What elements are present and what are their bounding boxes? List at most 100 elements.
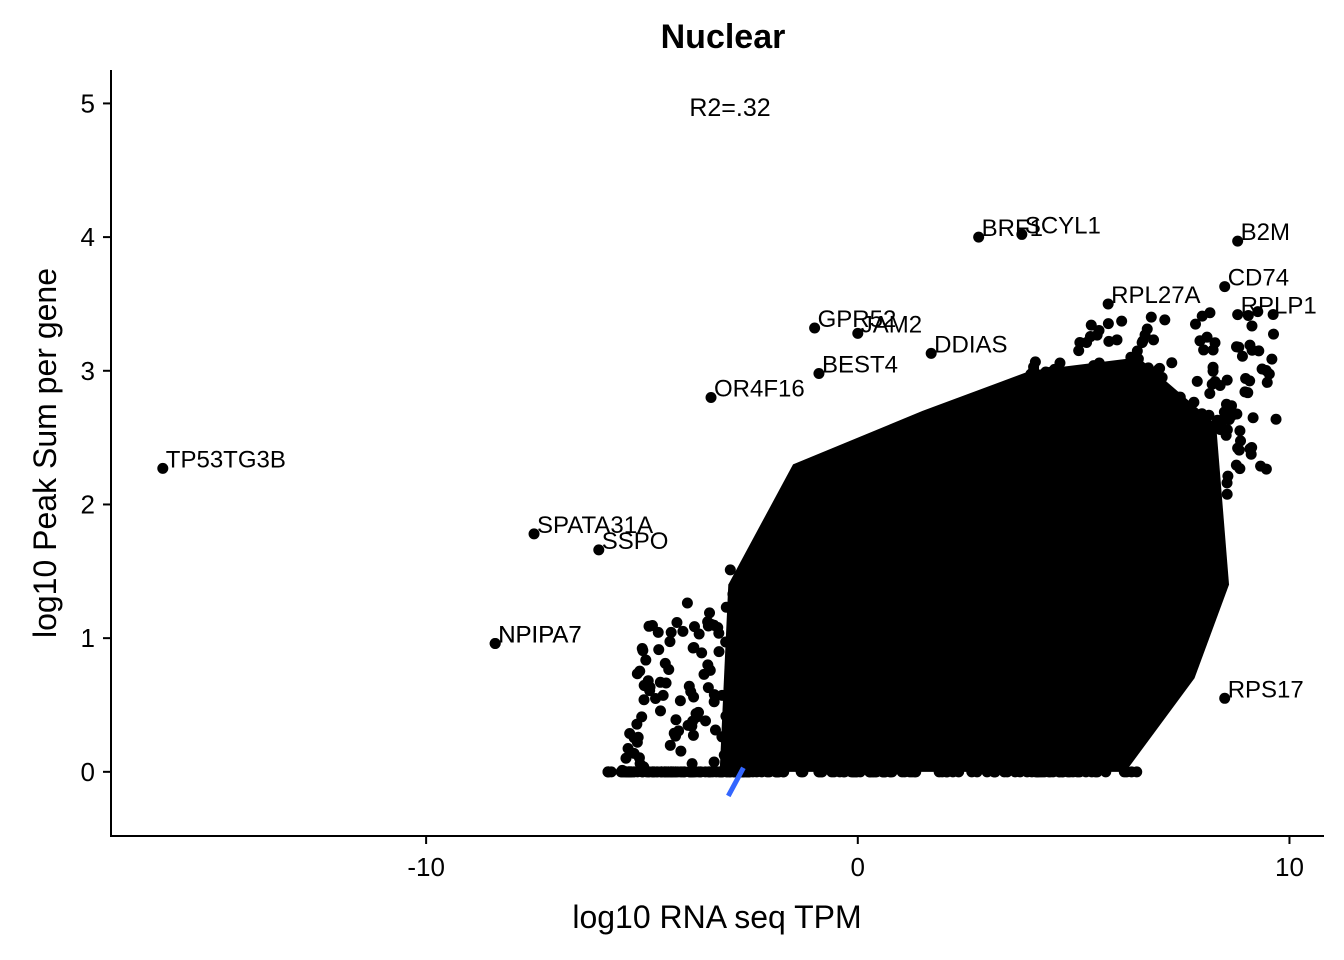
y-tick-label: 0 [81, 757, 95, 787]
data-point [1166, 357, 1178, 369]
data-point [1240, 373, 1252, 385]
data-point [657, 689, 669, 701]
data-point [708, 756, 720, 768]
data-point [713, 627, 725, 639]
point-label: TP53TG3B [166, 446, 286, 473]
data-point [665, 626, 677, 638]
data-point [1201, 331, 1213, 343]
labeled-point [1016, 228, 1028, 240]
data-point [1159, 314, 1171, 326]
data-point [1261, 376, 1273, 388]
data-point [1196, 310, 1208, 322]
data-point [1191, 375, 1203, 387]
data-point [1244, 339, 1256, 351]
data-point [1148, 334, 1160, 346]
data-point [1189, 318, 1201, 330]
data-point [1263, 368, 1275, 380]
data-point [1245, 448, 1257, 460]
data-point [1231, 341, 1243, 353]
labeled-point [489, 637, 501, 649]
labeled-point [705, 392, 717, 404]
data-point [713, 646, 725, 658]
data-point [687, 729, 699, 741]
data-point [1267, 309, 1279, 321]
point-label: SSPO [602, 528, 669, 555]
data-point [681, 597, 693, 609]
data-point [1141, 323, 1153, 335]
data-point [724, 564, 736, 576]
data-point [1235, 435, 1247, 447]
x-tick-label: 10 [1275, 852, 1304, 882]
labeled-point [813, 367, 825, 379]
data-point [1226, 409, 1238, 421]
data-point [636, 711, 648, 723]
fit-line-layer [726, 766, 746, 798]
data-point [1198, 344, 1210, 356]
data-point [686, 766, 698, 778]
point-labels-layer: TP53TG3BNPIPA7SPATA31ASSPOOR4F16GPR52JAM… [157, 212, 1317, 704]
dense-point-cloud [719, 357, 1230, 772]
data-point [688, 621, 700, 633]
data-point [1207, 361, 1219, 373]
data-point [615, 766, 627, 778]
data-point [1085, 319, 1097, 331]
data-point [671, 617, 683, 629]
data-point [699, 715, 711, 727]
data-point [1102, 318, 1114, 330]
data-point [651, 766, 663, 778]
data-point [636, 642, 648, 654]
point-label: CD74 [1228, 265, 1289, 292]
data-point [687, 642, 699, 654]
point-label: OR4F16 [714, 376, 805, 403]
data-point [620, 752, 632, 764]
data-point [704, 607, 716, 619]
data-point [1221, 488, 1233, 500]
data-point [634, 665, 646, 677]
x-axis-label: log10 RNA seq TPM [572, 899, 861, 935]
data-point [1221, 424, 1233, 436]
data-point [1154, 362, 1166, 374]
data-point [1111, 334, 1123, 346]
data-point [1204, 387, 1216, 399]
data-point [1116, 315, 1128, 327]
point-label: SPATA31A [537, 512, 653, 539]
labeled-point [852, 327, 864, 339]
data-point [640, 654, 652, 666]
data-point [675, 745, 687, 757]
data-point [692, 706, 704, 718]
ticks-layer: -10 0 10 0 1 2 3 4 5 [81, 88, 1304, 882]
data-point [1207, 344, 1219, 356]
y-tick-label: 5 [81, 88, 95, 118]
data-point [654, 705, 666, 717]
regression-line [726, 766, 746, 798]
point-label: RPLP1 [1241, 293, 1317, 320]
labeled-point [809, 322, 821, 334]
point-label: RPS17 [1228, 676, 1304, 703]
labeled-point [1232, 309, 1244, 321]
point-label: BEST4 [822, 351, 898, 378]
data-point [654, 676, 666, 688]
data-point [1268, 328, 1280, 340]
data-point [1242, 309, 1254, 321]
labeled-point [1219, 692, 1231, 704]
data-point [670, 714, 682, 726]
data-point [628, 732, 640, 744]
data-point [1091, 329, 1103, 341]
point-label: B2M [1241, 219, 1290, 246]
data-point [702, 616, 714, 628]
point-label: BRF1 [982, 215, 1043, 242]
data-point [670, 730, 682, 742]
data-point [1145, 311, 1157, 323]
point-label: RPL27A [1111, 282, 1200, 309]
data-point [636, 766, 648, 778]
labeled-point [1102, 298, 1114, 310]
data-point [1270, 413, 1282, 425]
data-point [1206, 378, 1218, 390]
data-point [696, 647, 708, 659]
data-point [1247, 412, 1259, 424]
x-tick-label: 0 [851, 852, 865, 882]
data-point [1073, 345, 1085, 357]
point-label: SCYL1 [1025, 212, 1101, 239]
data-point [646, 619, 658, 631]
point-label: JAM2 [861, 311, 922, 338]
